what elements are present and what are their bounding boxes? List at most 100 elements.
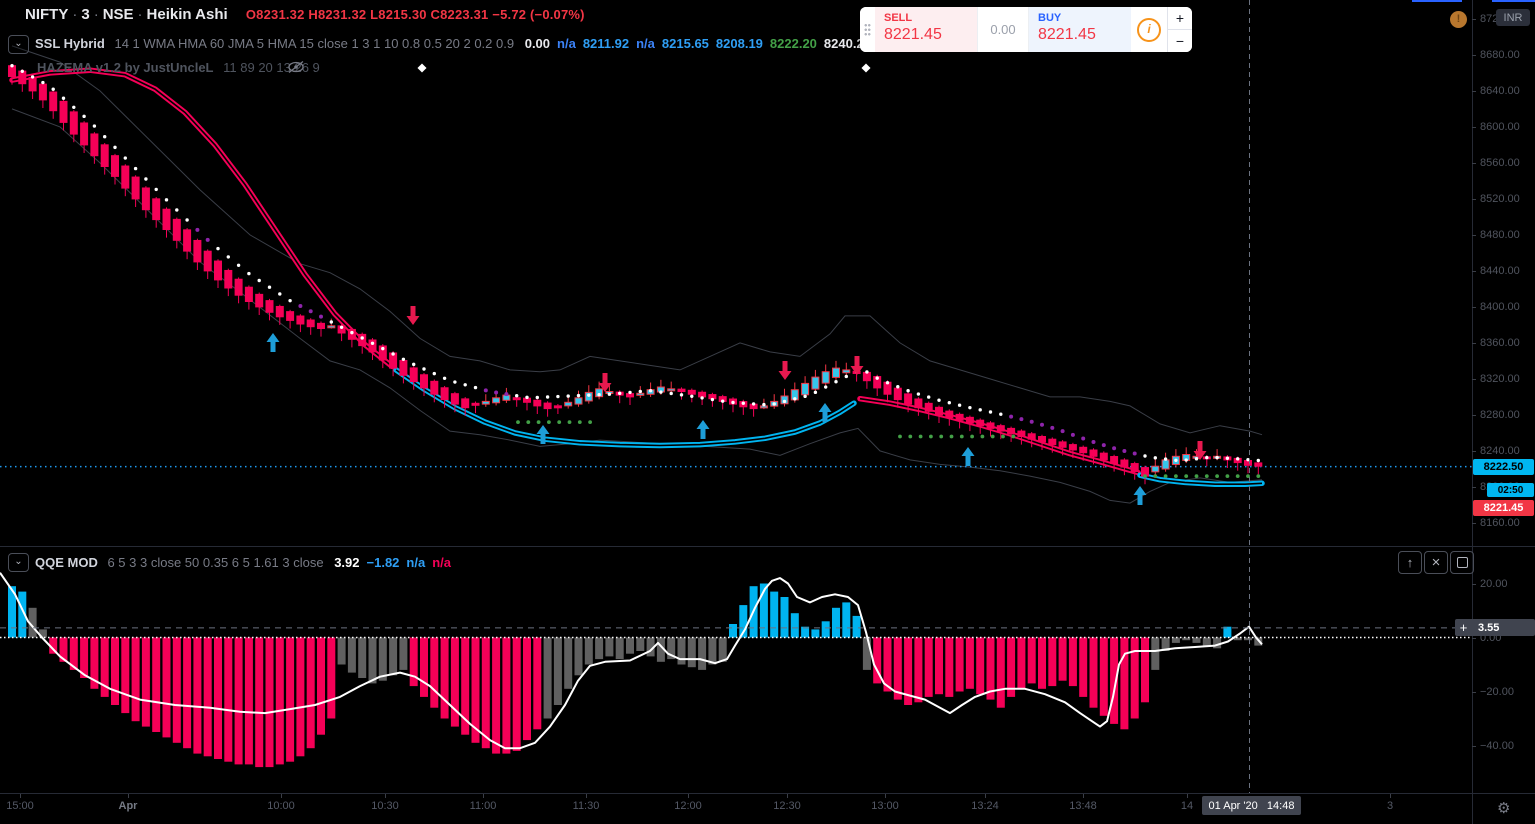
- chart-type-label[interactable]: Heikin Ashi: [146, 6, 228, 23]
- ma-dot: [648, 388, 653, 393]
- hazema-indicator-name[interactable]: HAZEMA v1.2 by JustUncleL: [37, 60, 214, 75]
- quantity-decrease-button[interactable]: −: [1175, 33, 1185, 49]
- price-label: 8640.00: [1480, 84, 1520, 97]
- qqe-histogram-bar: [1182, 637, 1191, 641]
- qqe-histogram-bar: [234, 637, 243, 765]
- quantity-stepper[interactable]: + −: [1167, 7, 1192, 52]
- ma-dot: [865, 370, 869, 374]
- candle-body: [347, 328, 356, 340]
- eye-hidden-icon[interactable]: [287, 60, 305, 74]
- interval-label[interactable]: 3: [81, 6, 90, 23]
- candle-body: [1099, 452, 1108, 461]
- qqe-histogram-bar: [244, 637, 253, 765]
- ma-dot: [463, 383, 467, 387]
- ma-dot: [1225, 456, 1230, 460]
- order-panel[interactable]: SELL 8221.45 0.00 BUY 8221.45 i + −: [860, 7, 1192, 52]
- ma-dot: [638, 389, 642, 394]
- candle-body: [111, 155, 119, 177]
- add-alert-plus-icon[interactable]: +: [1459, 620, 1468, 635]
- pane-divider[interactable]: [0, 546, 1535, 547]
- time-label: 12:00: [674, 800, 702, 812]
- green-ma-dot: [980, 434, 985, 439]
- qqe-histogram-bar: [440, 637, 449, 719]
- toolbar-edge-accent: [1412, 0, 1462, 2]
- sell-label: SELL: [884, 12, 913, 24]
- ma-dot: [51, 87, 55, 91]
- candle-body: [450, 393, 459, 405]
- ma-dot: [1205, 455, 1209, 460]
- candle-body: [945, 410, 954, 419]
- qqe-histogram-bar: [1141, 637, 1149, 703]
- candle-body: [440, 387, 449, 401]
- qqe-histogram-bar: [780, 597, 789, 638]
- legend-separator: ·: [72, 6, 78, 23]
- time-tick: [1187, 794, 1188, 798]
- price-tick: [1472, 54, 1476, 56]
- ma-dot: [988, 410, 993, 414]
- qqe-histogram-bar: [183, 637, 192, 749]
- ma-dot: [885, 381, 890, 385]
- quantity-increase-button[interactable]: +: [1168, 7, 1192, 30]
- timezone-settings-gear-icon[interactable]: ⚙: [1497, 800, 1511, 817]
- candle-body: [38, 83, 47, 101]
- qqe-mod-legend[interactable]: QQE MOD 6 5 3 3 close 50 0.35 6 5 1.61 3…: [35, 555, 451, 570]
- ssl-baseline-split: [1139, 474, 1263, 486]
- symbol-legend[interactable]: NIFTY · 3 · NSE · Heikin Ashi O8231.32 H8231.3…: [25, 6, 585, 23]
- time-tick: [128, 794, 129, 798]
- qqe-mod-indicator-pane[interactable]: [0, 547, 1472, 793]
- order-panel-drag-handle[interactable]: [860, 7, 875, 52]
- qqe-indicator-name[interactable]: QQE MOD: [35, 555, 98, 570]
- currency-badge[interactable]: INR: [1496, 9, 1530, 26]
- green-ma-dot: [959, 434, 964, 439]
- qqe-histogram-bar: [553, 637, 562, 705]
- qqe-histogram-bar: [358, 637, 367, 678]
- pane-maximize-button[interactable]: [1450, 551, 1474, 574]
- buy-button[interactable]: BUY 8221.45: [1029, 7, 1131, 52]
- qqe-value: −1.82: [366, 555, 400, 570]
- qqe-histogram-bar: [265, 637, 274, 768]
- qqe-dropdown-caret[interactable]: ⌄: [8, 553, 29, 572]
- ma-dot: [61, 96, 66, 100]
- candle-body: [821, 371, 830, 384]
- qqe-histogram-bar: [59, 637, 68, 662]
- qqe-histogram-bar: [1068, 637, 1077, 687]
- ma-dot: [10, 63, 14, 68]
- symbol-name[interactable]: NIFTY: [25, 6, 69, 23]
- candle-body: [121, 165, 130, 189]
- qqe-crosshair-value-badge[interactable]: + 3.55: [1455, 619, 1535, 636]
- ma-dot: [721, 399, 725, 403]
- order-info-button[interactable]: i: [1131, 7, 1167, 52]
- green-ma-dot: [577, 420, 582, 424]
- ssl-hybrid-legend[interactable]: SSL Hybrid 14 1 WMA HMA 60 JMA 5 HMA 15 …: [35, 36, 907, 51]
- ma-dot: [360, 336, 364, 340]
- qqe-histogram-bar: [543, 637, 552, 719]
- ssl-dropdown-caret[interactable]: ⌄: [8, 35, 29, 54]
- qqe-histogram-bar: [667, 637, 676, 660]
- ma-dot: [515, 394, 519, 398]
- sell-button[interactable]: SELL 8221.45: [875, 7, 977, 52]
- candle-body: [1110, 456, 1119, 465]
- ssl-indicator-name[interactable]: SSL Hybrid: [35, 36, 105, 51]
- hazema-legend[interactable]: HAZEMA v1.2 by JustUncleL 11 89 20 13 26…: [37, 60, 320, 75]
- qqe-histogram-bar: [759, 583, 768, 638]
- time-axis[interactable]: 15:00 Apr 10:00 10:30 11:00 11:30 12:00 12:30 13…: [0, 794, 1472, 824]
- ma-dot: [824, 385, 828, 389]
- pane-close-button[interactable]: ×: [1424, 551, 1448, 574]
- ma-dot: [556, 394, 560, 399]
- pane-move-up-button[interactable]: ↑: [1398, 551, 1422, 574]
- sell-signal-arrow-icon: [778, 361, 792, 380]
- ma-dot: [370, 341, 375, 345]
- time-tick: [1390, 794, 1391, 798]
- ssl-value: 8208.19: [715, 36, 763, 51]
- candle-body: [28, 76, 37, 92]
- main-price-chart[interactable]: [0, 0, 1472, 546]
- green-ma-dot: [1235, 474, 1240, 478]
- sell-signal-arrow-icon: [850, 356, 864, 375]
- qqe-histogram-bar: [306, 637, 315, 749]
- data-warning-icon[interactable]: !: [1450, 11, 1467, 28]
- qqe-histogram-bar: [615, 637, 624, 660]
- price-label: 8280.00: [1480, 408, 1520, 421]
- qqe-histogram-bar: [626, 637, 634, 654]
- price-scale[interactable]: 8720.008680.008640.008600.008560.008520.…: [1472, 0, 1535, 793]
